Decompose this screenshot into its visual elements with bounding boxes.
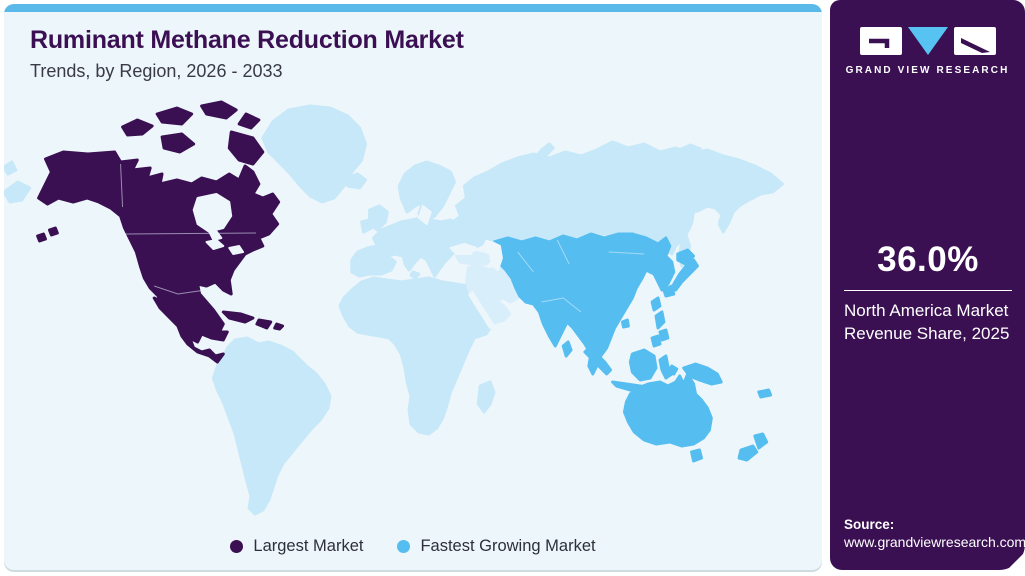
sidebar: GRAND VIEW RESEARCH 36.0% North America … (830, 0, 1025, 571)
stat-label: North America Market Revenue Share, 2025 (844, 301, 1010, 343)
page-title: Ruminant Methane Reduction Market (30, 26, 464, 54)
header: Ruminant Methane Reduction Market Trends… (30, 26, 464, 82)
map-ocean-overlays (192, 193, 721, 329)
map-panel: Ruminant Methane Reduction Market Trends… (4, 4, 822, 570)
gvr-logo: GRAND VIEW RESEARCH (830, 26, 1025, 76)
top-accent-strip (4, 4, 822, 12)
logo-v-triangle-icon (907, 27, 948, 55)
stat-value: 36.0% (877, 240, 979, 279)
gvr-logo-marks (830, 26, 1025, 56)
source-url: www.grandviewresearch.com (844, 534, 1025, 550)
legend-item-largest: Largest Market (230, 537, 363, 556)
map-legend: Largest Market Fastest Growing Market (4, 537, 822, 556)
fastest-growing-dot-icon (397, 540, 411, 553)
logo-r-icon (953, 27, 996, 55)
page-subtitle: Trends, by Region, 2026 - 2033 (30, 61, 283, 81)
legend-item-fastest: Fastest Growing Market (397, 537, 596, 556)
world-map (4, 100, 784, 516)
legend-label-largest: Largest Market (253, 537, 364, 555)
gvr-brand-name: GRAND VIEW RESEARCH (845, 65, 1010, 76)
map-region-rest-of-world (4, 104, 784, 516)
stat-divider (844, 290, 1012, 291)
source-label: Source: (844, 517, 895, 532)
legend-label-fastest: Fastest Growing Market (420, 537, 596, 555)
logo-g-icon (859, 27, 902, 55)
largest-market-dot-icon (230, 540, 244, 553)
stat-block: 36.0% North America Market Revenue Share… (844, 240, 1012, 346)
map-region-north-america (36, 100, 285, 364)
map-region-asia-pacific (490, 232, 773, 463)
source-block: Source: www.grandviewresearch.com (844, 517, 1025, 550)
map-country-borders (120, 163, 645, 313)
